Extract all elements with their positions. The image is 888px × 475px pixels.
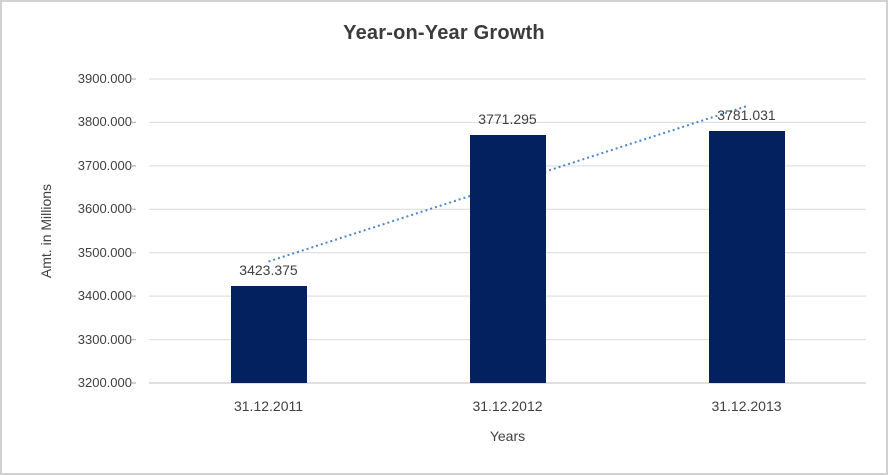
y-axis-tick-label: 3900.000: [77, 71, 132, 86]
y-axis-tick-label: 3700.000: [77, 157, 132, 173]
y-axis-tick-label: 3300.000: [77, 331, 132, 347]
bar-31.12.2013[interactable]: [708, 130, 785, 383]
y-axis-tick-label: 3800.000: [77, 114, 132, 130]
data-label: 3781.031: [717, 106, 776, 123]
x-axis-tick-label: 31.12.2013: [711, 398, 782, 414]
y-axis-tick-label: 3400.000: [77, 288, 132, 304]
bar-31.12.2012[interactable]: [469, 134, 546, 383]
data-label: 3771.295: [478, 110, 537, 127]
y-axis-tick-label: 3500.000: [77, 244, 132, 260]
y-axis-tick-label: 3600.000: [77, 201, 132, 217]
x-axis-tick-label: 31.12.2012: [472, 398, 543, 414]
chart-title: Year-on-Year Growth: [343, 22, 545, 44]
x-axis-tick-label: 31.12.2011: [233, 398, 304, 414]
data-label: 3423.375: [239, 261, 298, 278]
bar-31.12.2011[interactable]: [230, 285, 307, 383]
x-axis-title: Years: [489, 428, 526, 444]
y-axis-tick-label: 3200.000: [77, 375, 132, 390]
